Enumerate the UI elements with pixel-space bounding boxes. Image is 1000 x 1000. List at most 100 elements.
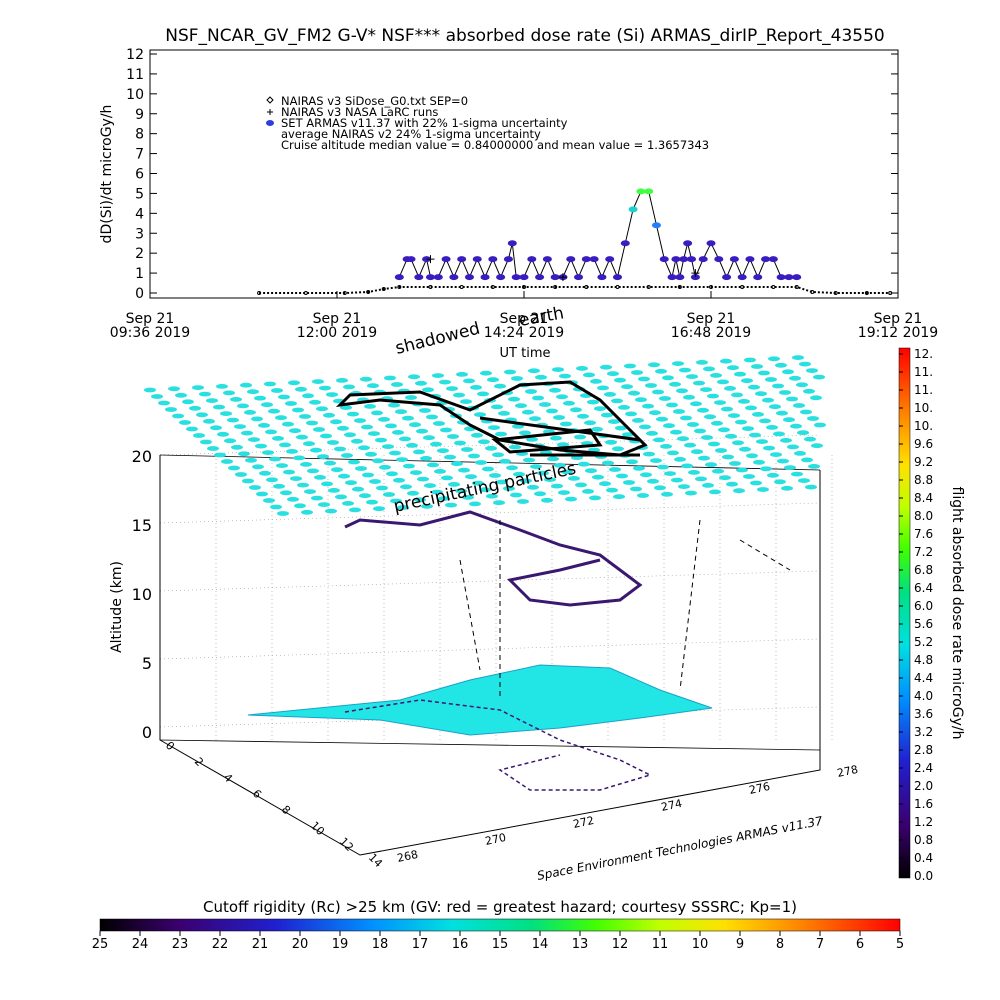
particle-mark bbox=[496, 479, 508, 485]
particle-mark bbox=[813, 374, 825, 380]
particle-mark bbox=[810, 395, 822, 401]
particle-mark bbox=[662, 375, 674, 381]
particle-mark bbox=[337, 425, 349, 431]
colorbar-tick-label: 7.2 bbox=[914, 545, 933, 559]
flight-track-top bbox=[335, 380, 648, 457]
particle-mark bbox=[650, 458, 662, 463]
colorbar-tick-label: 12 bbox=[612, 937, 629, 952]
data-point bbox=[687, 256, 697, 263]
particle-mark bbox=[487, 377, 499, 383]
particle-mark bbox=[347, 411, 359, 417]
model-plus bbox=[691, 269, 700, 278]
particle-mark bbox=[440, 427, 452, 433]
particle-mark bbox=[655, 368, 667, 374]
x-tick-label: 19:12 2019 bbox=[858, 325, 938, 341]
particle-mark bbox=[413, 449, 425, 455]
particle-mark bbox=[369, 479, 381, 484]
particle-mark bbox=[654, 485, 666, 491]
particle-mark bbox=[578, 461, 590, 467]
particle-mark bbox=[741, 378, 753, 384]
particle-mark bbox=[796, 382, 808, 388]
chart-title: NSF_NCAR_GV_FM2 G-V* NSF*** absorbed dos… bbox=[165, 26, 884, 46]
particle-mark bbox=[288, 380, 300, 386]
particle-mark bbox=[718, 427, 730, 433]
y3d-tick-label: 10 bbox=[308, 819, 327, 838]
rigidity-colorbar-title: Cutoff rigidity (Rc) >25 km (GV: red = g… bbox=[203, 898, 797, 916]
particle-mark bbox=[529, 416, 541, 422]
particle-mark bbox=[463, 378, 475, 384]
particle-mark bbox=[784, 465, 796, 470]
particle-mark bbox=[354, 418, 366, 423]
particle-mark bbox=[437, 448, 449, 454]
particle-mark bbox=[327, 440, 339, 445]
particle-mark bbox=[773, 431, 785, 437]
legend-marker bbox=[266, 120, 274, 126]
particle-mark bbox=[635, 397, 647, 403]
particle-mark bbox=[462, 495, 474, 500]
particle-mark bbox=[587, 399, 599, 405]
particle-mark bbox=[613, 494, 625, 500]
data-point bbox=[729, 256, 739, 263]
particle-mark bbox=[419, 408, 431, 413]
model-point bbox=[459, 285, 464, 290]
data-point bbox=[636, 188, 646, 195]
particle-mark bbox=[415, 380, 427, 386]
model-point bbox=[709, 285, 713, 290]
particle-mark bbox=[690, 401, 702, 407]
flight-3d-scene bbox=[144, 355, 833, 856]
particle-mark bbox=[783, 417, 795, 423]
data-point bbox=[644, 188, 654, 195]
particle-mark bbox=[528, 368, 540, 374]
particle-mark bbox=[685, 490, 697, 496]
particle-mark bbox=[189, 405, 201, 411]
data-point bbox=[776, 274, 786, 281]
particle-mark bbox=[637, 493, 649, 498]
particle-mark bbox=[426, 414, 438, 420]
particle-mark bbox=[646, 431, 658, 436]
particle-mark bbox=[525, 389, 537, 394]
particle-mark bbox=[227, 417, 239, 423]
particle-mark bbox=[576, 366, 588, 371]
particle-mark bbox=[486, 493, 498, 499]
data-point bbox=[441, 256, 451, 263]
particle-mark bbox=[237, 403, 249, 409]
particle-mark bbox=[469, 501, 481, 507]
colorbar-tick-label: 6.8 bbox=[914, 563, 933, 577]
particle-mark bbox=[196, 412, 208, 418]
particle-mark bbox=[275, 415, 287, 421]
model-point bbox=[366, 290, 371, 295]
particle-mark bbox=[451, 461, 463, 467]
series-line bbox=[398, 190, 797, 279]
data-point bbox=[406, 256, 416, 263]
particle-mark bbox=[270, 504, 282, 510]
particle-mark bbox=[736, 467, 748, 473]
data-point bbox=[683, 240, 693, 247]
particle-mark bbox=[307, 468, 319, 474]
particle-mark bbox=[266, 477, 278, 483]
particle-mark bbox=[797, 430, 809, 436]
particle-mark bbox=[766, 425, 778, 430]
data-point bbox=[714, 256, 724, 263]
y-tick-label: 6 bbox=[135, 167, 144, 183]
particle-mark bbox=[674, 457, 686, 462]
particle-mark bbox=[681, 463, 693, 469]
particle-mark bbox=[474, 412, 486, 417]
model-point bbox=[342, 291, 347, 295]
particle-mark bbox=[234, 424, 246, 429]
colorbar-tick-label: 11 bbox=[652, 937, 669, 952]
particle-mark bbox=[714, 400, 726, 405]
particle-mark bbox=[583, 372, 595, 378]
particle-mark bbox=[719, 475, 731, 481]
x-tick-label: Sep 21 bbox=[313, 311, 362, 327]
data-point bbox=[597, 274, 607, 281]
particle-mark bbox=[510, 492, 522, 498]
colorbar-tick-label: 9.6 bbox=[914, 437, 933, 451]
data-point bbox=[472, 256, 482, 263]
particle-mark bbox=[371, 410, 383, 416]
particle-mark bbox=[717, 379, 729, 385]
particle-mark bbox=[268, 408, 280, 414]
particle-mark bbox=[789, 375, 801, 381]
y-tick-label: 4 bbox=[135, 206, 144, 222]
